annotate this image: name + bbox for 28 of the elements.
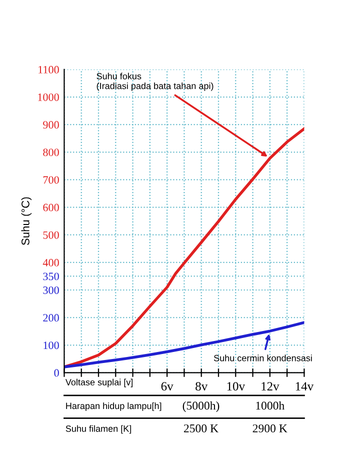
y-tick-label: 400 — [42, 258, 59, 266]
y-tick-label: 700 — [43, 176, 59, 184]
y-axis-title: Suhu (°C) — [21, 197, 32, 246]
y-tick-label: 1000 — [38, 93, 59, 101]
text: 2900 K — [252, 424, 288, 432]
x-tick-label: 10v — [227, 382, 246, 391]
y-tick-label: 350 — [43, 272, 59, 280]
annotation: Suhu fokus (Iradiasi pada bata tahan api) — [96, 72, 214, 91]
x-tick-label: 14v — [296, 382, 314, 391]
y-tick-label: 800 — [43, 148, 59, 156]
x-tick-label: 12v — [262, 382, 280, 391]
y-tick-label: 600 — [43, 204, 59, 212]
text: (5000h) — [182, 401, 220, 412]
y-tick-label: 0 — [54, 369, 59, 377]
y-tick-label: 100 — [44, 342, 59, 350]
annotation: Suhu cermin kondensasi — [214, 354, 312, 362]
y-tick-label: 500 — [43, 231, 59, 239]
text: 1000h — [256, 401, 284, 410]
x-tick-label: 6v — [161, 382, 174, 391]
x-axis-title: Voltase suplai [v] — [65, 378, 133, 388]
y-tick-label: 200 — [43, 314, 59, 322]
text: Harapan hidup lampu[h] — [66, 402, 162, 411]
y-tick-label: 1100 — [38, 66, 59, 74]
text: 2500 K — [184, 424, 218, 432]
y-tick-label: 300 — [43, 286, 59, 294]
x-tick-label: 8v — [196, 382, 208, 391]
text: Suhu filamen [K] — [66, 425, 132, 434]
y-tick-label: 900 — [43, 121, 59, 129]
